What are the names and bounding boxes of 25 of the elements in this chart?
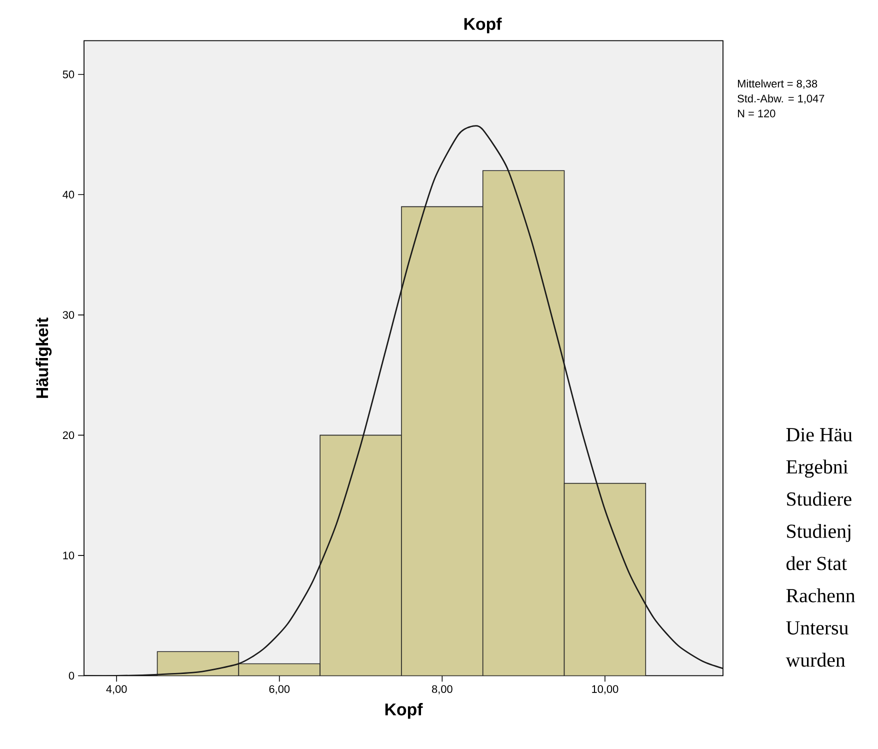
text: Studienj xyxy=(787,524,850,542)
x-tick-label: 6,00 xyxy=(269,685,290,694)
text: N = 120 xyxy=(738,110,776,118)
text: Mittelwert = 8,38 xyxy=(738,79,818,89)
text: wurden xyxy=(786,652,846,667)
y-tick-label: 30 xyxy=(62,310,74,319)
text: Std.-Abw. = 1,047 xyxy=(738,94,824,104)
text: Ergebni xyxy=(786,459,848,478)
x-tick-label: 10,00 xyxy=(592,685,618,694)
y-tick-label: 50 xyxy=(62,70,74,78)
text: der Stat xyxy=(786,556,847,570)
text: Die Häu xyxy=(786,428,852,442)
y-tick-label: 20 xyxy=(62,431,74,439)
y-tick-label: 0 xyxy=(68,672,74,680)
x-tick-label: 4,00 xyxy=(106,685,127,694)
y-tick-label: 10 xyxy=(63,551,74,560)
line-series xyxy=(84,125,723,676)
x-axis-title: Kopf xyxy=(385,702,423,719)
y-axis-title: Häufigkeit xyxy=(36,317,52,398)
x-tick-label: 8,00 xyxy=(432,685,452,694)
text: Untersu xyxy=(786,621,848,634)
y-tick-label: 40 xyxy=(62,190,74,198)
text: Rachenn xyxy=(786,588,856,602)
text: Studiere xyxy=(787,492,852,506)
chart-title: Kopf xyxy=(464,17,502,34)
